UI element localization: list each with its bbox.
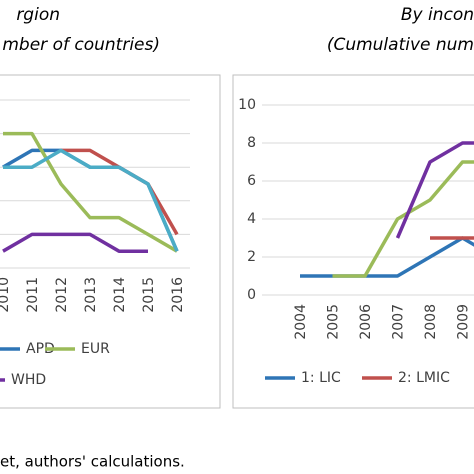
panel-frame <box>232 74 474 409</box>
legend-label: WHD <box>11 372 46 388</box>
x-tick-label: 2011 <box>25 277 41 313</box>
x-tick-label: 2010 <box>0 277 12 313</box>
legend-label: 1: LIC <box>301 370 341 386</box>
y-tick-label: 0 <box>247 287 256 303</box>
panel-frame <box>0 74 221 409</box>
x-tick-label: 2013 <box>83 277 99 313</box>
x-tick-label: 2015 <box>141 277 157 313</box>
chart-subtitle: (Cumulative num <box>327 35 474 55</box>
x-tick-label: 2004 <box>293 304 309 340</box>
y-tick-label: 6 <box>247 173 256 189</box>
series-line <box>3 148 179 252</box>
y-tick-label: 8 <box>247 135 256 151</box>
x-tick-label: 2006 <box>358 304 374 340</box>
x-tick-label: 2012 <box>54 277 70 313</box>
x-tick-label: 2005 <box>326 304 342 340</box>
x-tick-label: 2014 <box>112 277 128 313</box>
y-tick-label: 4 <box>247 211 256 227</box>
chart-title: By incon <box>401 5 474 25</box>
source-note: et, authors' calculations. <box>0 453 185 471</box>
x-tick-label: 2016 <box>170 277 186 313</box>
chart-title: rgion <box>16 5 60 25</box>
y-tick-label: 2 <box>247 249 256 265</box>
series-line <box>2 232 148 253</box>
legend-label: APD <box>26 341 55 357</box>
legend-label: EUR <box>81 341 110 357</box>
series-line <box>395 141 474 239</box>
chart-subtitle: mber of countries) <box>2 35 160 55</box>
x-tick-label: 2008 <box>423 304 439 340</box>
x-tick-label: 2007 <box>391 304 407 340</box>
series-line <box>332 160 474 278</box>
y-tick-label: 10 <box>238 97 256 113</box>
legend-label: 2: LMIC <box>398 370 450 386</box>
series-line <box>3 131 178 253</box>
x-tick-label: 2009 <box>456 304 472 340</box>
series-line <box>61 148 179 236</box>
